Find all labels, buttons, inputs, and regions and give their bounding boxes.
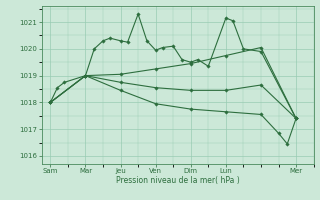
X-axis label: Pression niveau de la mer( hPa ): Pression niveau de la mer( hPa )	[116, 176, 239, 185]
